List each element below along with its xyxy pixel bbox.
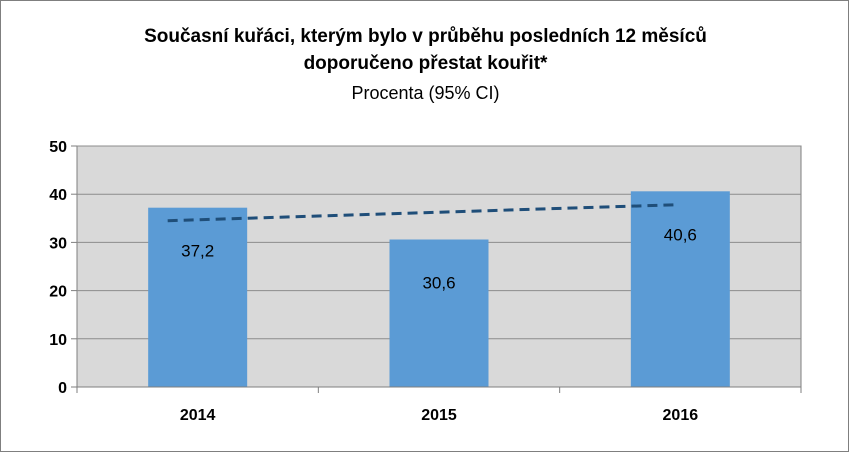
bar [630, 191, 730, 387]
y-tick-label: 50 [49, 139, 67, 156]
x-tick-label: 2016 [663, 407, 699, 424]
y-tick-label: 30 [49, 235, 67, 252]
chart-title-line-2: doporučeno přestat kouřit* [303, 53, 548, 74]
chart-title-line-1: Současní kuřáci, kterým bylo v průběhu p… [144, 26, 707, 47]
x-tick-label: 2014 [180, 407, 216, 424]
data-label: 40,6 [664, 225, 697, 244]
chart-subtitle: Procenta (95% CI) [351, 83, 500, 103]
y-tick-label: 0 [58, 380, 67, 397]
y-tick-label: 20 [49, 284, 67, 301]
y-tick-label: 40 [49, 187, 67, 204]
bar [389, 239, 489, 387]
trendline [167, 203, 676, 223]
y-tick-label: 10 [49, 332, 67, 349]
x-tick-label: 2015 [421, 407, 457, 424]
data-label: 37,2 [181, 242, 214, 261]
bar [148, 207, 248, 387]
data-label: 30,6 [422, 274, 455, 293]
